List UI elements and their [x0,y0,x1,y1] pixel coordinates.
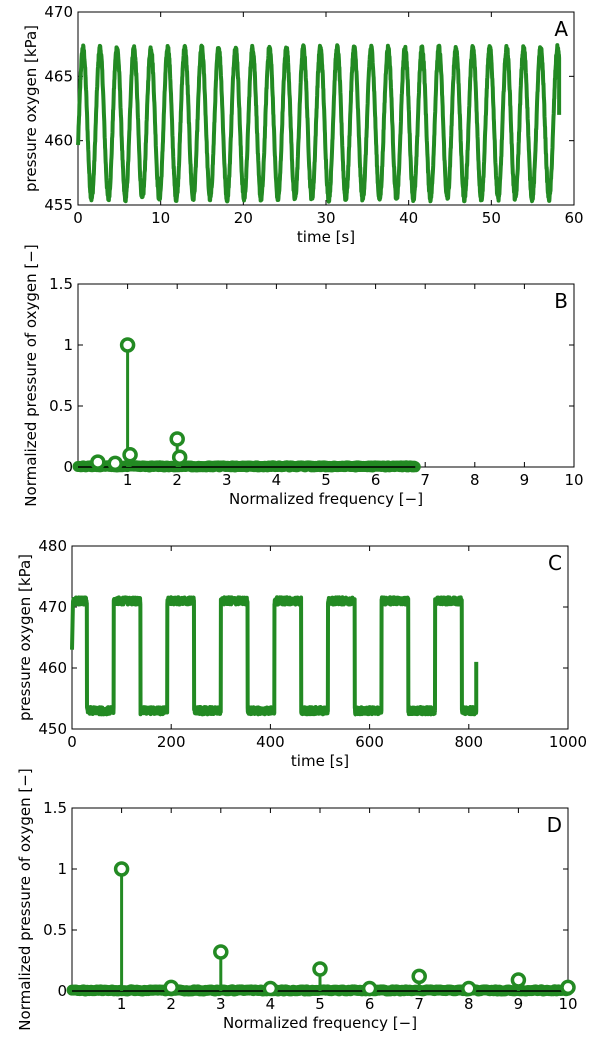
y-tick-label: 480 [38,537,67,555]
plot-frame [77,283,575,468]
x-tick-label: 400 [256,733,285,751]
stem-marker [113,861,130,877]
y-tick-label: 0.5 [49,397,73,415]
chart-panel-a: 0 10 20 30 40 50 60 455 460 465 470 time [s] pressur… [22,3,584,246]
x-tick-label: 3 [216,995,226,1013]
x-axis-label: time [s] [297,228,355,246]
data-series-line [76,43,562,204]
x-axis-label: Normalized frequency [−] [223,1014,417,1032]
x-tick-label: 5 [315,995,325,1013]
y-axis-label: Normalized pressure of oxygen [−] [22,244,40,506]
y-tick-label: 460 [44,132,73,150]
x-tick-label: 50 [482,209,501,227]
x-tick-label: 8 [464,995,474,1013]
chart-panel-b: 1 2 3 4 5 6 7 8 9 10 0 0.5 1 1.5 Normalized frequency … [22,244,584,508]
stem-marker [361,980,378,997]
y-axis-label: Normalized pressure of oxygen [−] [16,768,34,1030]
stem-marker [461,980,477,997]
x-tick-label: 8 [470,471,480,489]
stem-marker [163,979,179,996]
y-tick-label: 465 [44,67,73,85]
x-tick-label: 10 [151,209,170,227]
y-tick-label: 1.5 [43,799,67,817]
x-tick-label: 10 [558,995,577,1013]
stem-marker [122,447,138,463]
y-axis-label: pressure oxygen [kPa] [16,554,34,721]
x-tick-label: 1 [117,995,127,1013]
stem-marker [262,980,279,997]
panel-letter: B [554,289,568,313]
x-tick-label: 4 [272,471,282,489]
panel-letter: A [554,17,568,41]
x-tick-label: 40 [399,209,418,227]
x-tick-label: 600 [355,733,384,751]
y-tick-label: 470 [44,3,73,21]
y-tick-label: 455 [44,196,73,214]
y-tick-label: 0.5 [43,921,67,939]
x-tick-label: 7 [414,995,424,1013]
x-tick-label: 200 [157,733,186,751]
stem-marker [312,961,328,977]
x-tick-label: 2 [166,995,176,1013]
stem-marker [510,972,527,988]
x-tick-label: 9 [514,995,524,1013]
x-tick-label: 2 [172,471,182,489]
x-tick-label: 7 [420,471,430,489]
stem-marker [213,944,229,960]
x-tick-label: 0 [73,209,83,227]
stem-marker [90,454,106,470]
x-tick-label: 5 [321,471,331,489]
x-tick-label: 9 [520,471,530,489]
x-axis-label: Normalized frequency [−] [229,490,423,508]
chart-panel-d: 1 2 3 4 5 6 7 8 9 10 0 0.5 1 1.5 Normalized frequency … [16,768,578,1032]
x-tick-label: 6 [365,995,375,1013]
y-tick-label: 0 [57,982,67,1000]
y-tick-label: 1 [63,336,73,354]
data-series-line [70,595,479,717]
y-tick-label: 0 [63,458,73,476]
x-tick-label: 3 [222,471,232,489]
y-tick-label: 450 [38,720,67,738]
x-tick-label: 30 [316,209,335,227]
y-tick-label: 1.5 [49,275,73,293]
stem-marker [411,968,427,985]
stem-marker [107,455,123,472]
y-tick-label: 1 [57,860,67,878]
chart-panel-c: 0 200 400 600 800 1000 450 460 470 480 time [s] pre… [16,537,587,770]
x-tick-label: 6 [371,471,381,489]
stem-marker [119,337,136,353]
x-tick-label: 4 [266,995,276,1013]
stem-marker [169,431,185,447]
stem-marker [560,979,576,996]
panel-letter: D [547,813,562,837]
x-tick-label: 20 [234,209,253,227]
y-tick-label: 470 [38,598,67,616]
plot-frame [71,545,569,730]
y-tick-label: 460 [38,659,67,677]
y-axis-label: pressure oxygen [kPa] [22,25,40,192]
stem-marker [171,449,188,465]
x-tick-label: 0 [67,733,77,751]
x-tick-label: 1 [123,471,133,489]
x-axis-label: time [s] [291,752,349,770]
panel-letter: C [548,551,562,575]
x-tick-label: 1000 [549,733,587,751]
x-tick-label: 10 [564,471,583,489]
x-tick-label: 60 [564,209,583,227]
x-tick-label: 800 [454,733,483,751]
